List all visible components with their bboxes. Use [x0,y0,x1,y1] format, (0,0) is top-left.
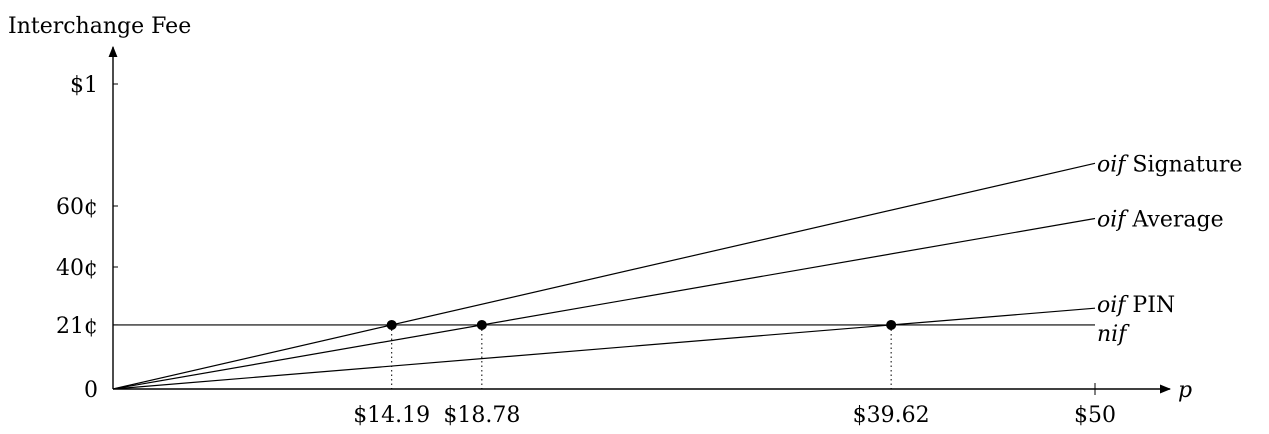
series-label-3: nif [1097,322,1130,347]
y-axis-label: Interchange Fee [8,14,191,39]
series-lines [112,162,1096,390]
x-tick-label: $14.19 [353,403,430,428]
intersection-point [386,319,397,330]
y-ticks: 0 21¢ 40¢ 60¢ $1 [56,73,118,403]
intersection-point [886,319,897,330]
series-line-1 [112,217,1096,390]
y-tick-label: $1 [70,73,98,98]
series-label-1: oif Average [1097,208,1224,233]
y-tick-label: 40¢ [56,256,98,281]
series-label-italic: nif [1097,322,1130,347]
y-tick-label: 21¢ [56,314,98,339]
series-label-0: oif Signature [1097,152,1242,177]
series-label-2: oif PIN [1097,293,1175,318]
intersection-points [386,319,897,330]
y-tick-label: 60¢ [56,195,98,220]
guide-lines [391,324,892,389]
intersection-point [476,319,487,330]
x-axis-label: p [1178,378,1192,403]
series-label-rest: PIN [1125,293,1175,318]
x-tick-label: $39.62 [853,403,930,428]
series-label-rest: Signature [1125,152,1242,177]
series-label-italic: oif [1097,208,1129,233]
x-ticks: $14.19 $18.78 $39.62 $50 [353,383,1116,428]
series-label-italic: oif [1097,293,1129,318]
series-label-italic: oif [1097,152,1129,177]
series-label-rest: Average [1125,208,1223,233]
x-tick-label: $18.78 [443,403,520,428]
series-line-2 [112,307,1096,390]
series-line-0 [112,162,1096,390]
x-tick-label: $50 [1074,403,1116,428]
y-tick-label: 0 [84,378,98,403]
